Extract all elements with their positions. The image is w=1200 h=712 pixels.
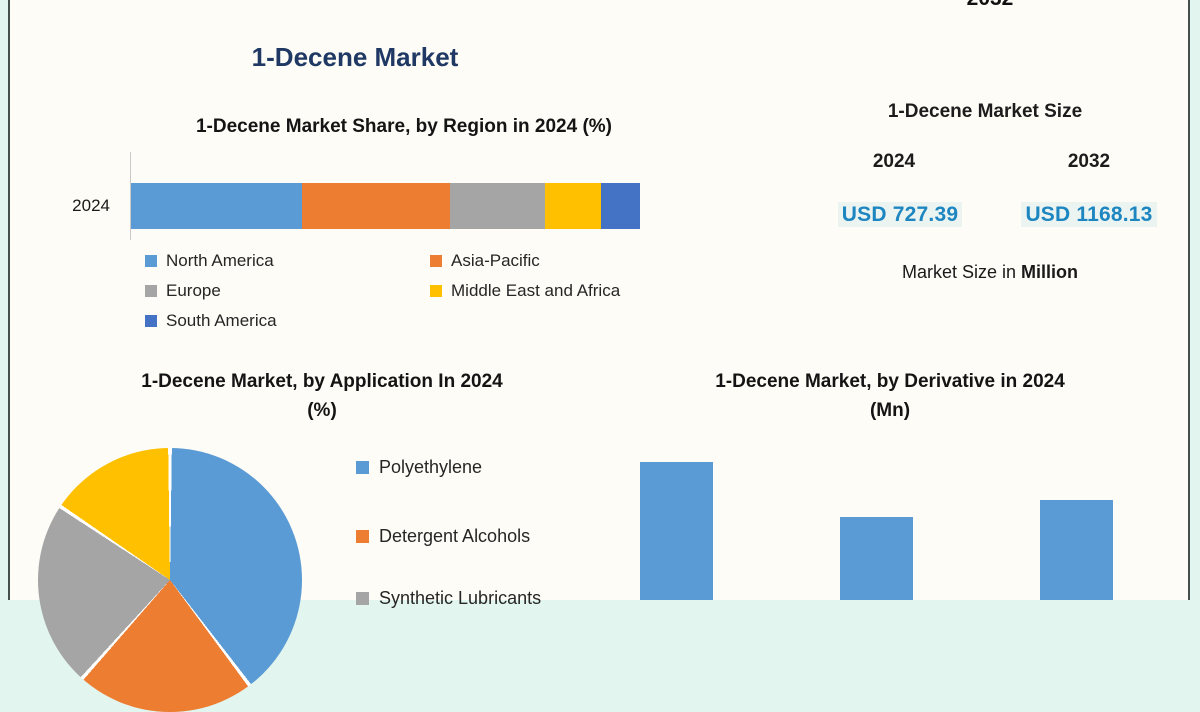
footnote-prefix: Market Size in [901,262,1022,282]
legend-label: Middle East and Africa [451,281,621,300]
legend-item-north-america: North America [145,251,430,271]
legend-label: South America [166,311,277,330]
market-size-value-2032: USD 1168.13 [999,202,1179,227]
application-chart-title: 1-Decene Market, by Application In 2024 … [57,367,587,426]
market-size-year-2024: 2024 [872,151,916,172]
legend-label: Europe [166,281,221,300]
legend-label: North America [166,251,274,270]
region-stacked-bar [131,183,640,229]
legend-swatch-icon [145,285,157,297]
legend-label: Synthetic Lubricants [379,588,542,608]
region-chart-axis-line [130,152,131,240]
infographic-page: 2032 1-Decene Market 1-Decene Market Sha… [8,0,1190,712]
legend-item-europe: Europe [145,281,430,301]
usd-value: USD 727.39 [837,202,963,227]
application-pie-chart [38,448,302,712]
legend-label: Polyethylene [379,457,483,477]
legend-swatch-icon [356,592,369,605]
top-clipped-year: 2032 [953,0,1027,9]
stacked-bar-segment [301,183,451,229]
stacked-bar-segment [544,183,601,229]
market-size-year-2032: 2032 [1067,151,1111,172]
derivative-title-line2: (Mn) [869,400,911,422]
usd-value: USD 1168.13 [1021,202,1157,227]
legend-swatch-icon [430,255,442,267]
legend-item-middle-east-africa: Middle East and Africa [430,281,690,301]
legend-item-south-america: South America [145,311,430,331]
legend-swatch-icon [356,530,369,543]
pie-legend-item-polyethylene: Polyethylene [356,457,482,478]
region-chart-legend: North America Asia-Pacific Europe Middle… [145,251,690,331]
market-size-value-2024: USD 727.39 [810,202,990,227]
stacked-bar-segment [131,183,302,229]
pie-legend-item-detergent-alcohols: Detergent Alcohols [356,526,530,547]
legend-swatch-icon [145,255,157,267]
legend-item-asia-pacific: Asia-Pacific [430,251,690,271]
footnote-unit: Million [1021,262,1079,282]
legend-swatch-icon [145,315,157,327]
legend-label: Detergent Alcohols [379,526,531,546]
region-chart-category-label: 2024 [72,196,110,215]
derivative-bar [840,517,913,600]
derivative-bar [1040,500,1113,600]
market-size-footnote: Market Size in Million [825,262,1155,283]
application-title-line1: 1-Decene Market, by Application In 2024 [141,371,503,392]
derivative-bar [640,462,713,600]
stacked-bar-segment [450,183,545,229]
derivative-bar-chart [640,440,1113,600]
pie-legend-item-synthetic-lubricants: Synthetic Lubricants [356,588,541,609]
legend-swatch-icon [356,461,369,474]
stacked-bar-segment [600,183,640,229]
application-title-line2: (%) [307,400,337,422]
page-title: 1-Decene Market [251,42,459,72]
legend-label: Asia-Pacific [451,251,540,270]
left-border-line [8,0,10,600]
derivative-title-line1: 1-Decene Market, by Derivative in 2024 [715,371,1065,392]
right-border-line [1188,0,1190,600]
legend-swatch-icon [430,285,442,297]
market-size-title: 1-Decene Market Size [887,101,1083,122]
region-chart-title: 1-Decene Market Share, by Region in 2024… [195,116,613,137]
derivative-chart-title: 1-Decene Market, by Derivative in 2024 (… [625,367,1155,426]
